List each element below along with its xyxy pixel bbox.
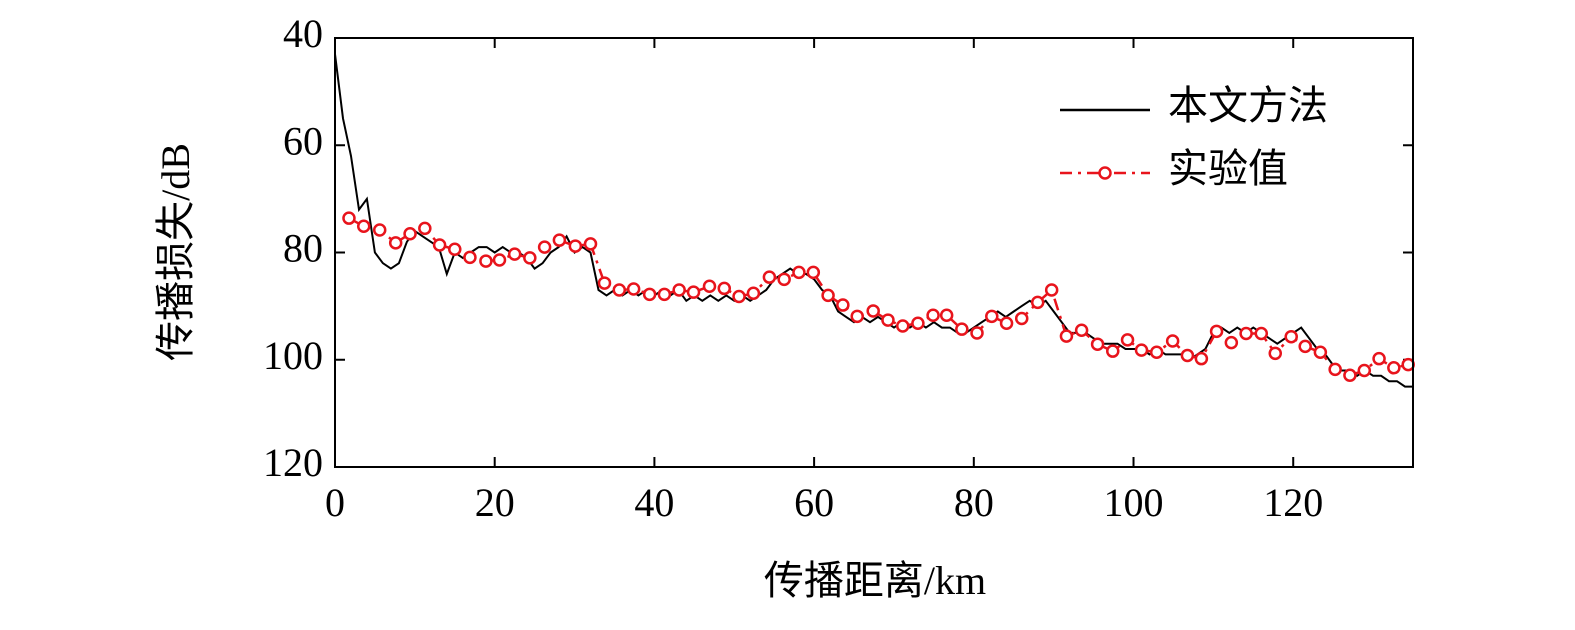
y-axis-label: 传播损失/dB	[153, 143, 198, 361]
data-point	[686, 285, 701, 299]
data-point	[657, 287, 672, 302]
data-point	[1120, 333, 1135, 347]
x-tick-label: 120	[1263, 480, 1323, 525]
x-axis-label: 传播距离/km	[764, 558, 986, 603]
data-point	[1014, 311, 1029, 326]
data-point	[1343, 368, 1357, 383]
data-point	[1030, 295, 1045, 310]
data-point	[1268, 346, 1283, 361]
data-point	[806, 265, 821, 280]
data-point	[597, 276, 612, 290]
data-point	[463, 250, 477, 265]
data-point	[537, 240, 552, 254]
data-point	[432, 238, 447, 252]
x-tick-label: 100	[1104, 480, 1164, 525]
data-point	[448, 242, 462, 257]
data-point	[1224, 335, 1239, 350]
x-tick-label: 20	[475, 480, 515, 525]
y-tick-label: 120	[263, 440, 323, 485]
data-point	[1239, 326, 1253, 341]
data-point	[881, 313, 895, 327]
data-point	[372, 223, 387, 237]
data-point	[1372, 351, 1386, 366]
data-point	[836, 298, 850, 312]
data-point	[777, 272, 791, 287]
data-point	[1357, 363, 1372, 378]
legend-marker	[1098, 166, 1112, 180]
y-tick-label: 80	[283, 226, 323, 271]
data-point	[1044, 283, 1059, 297]
data-point	[1059, 329, 1074, 343]
data-point	[955, 322, 969, 336]
data-point	[507, 247, 522, 261]
data-point	[1074, 323, 1089, 338]
data-point	[1090, 337, 1105, 351]
data-point	[732, 289, 746, 304]
data-point	[626, 282, 641, 296]
data-point	[926, 308, 940, 322]
x-tick-label: 80	[954, 480, 994, 525]
y-tick-label: 40	[283, 11, 323, 56]
data-point	[1254, 326, 1269, 341]
data-point	[568, 239, 583, 253]
x-tick-label: 0	[325, 480, 345, 525]
data-point	[970, 326, 984, 340]
data-point	[1194, 351, 1209, 366]
data-point	[717, 281, 732, 296]
data-point	[999, 316, 1014, 331]
x-tick-label: 40	[634, 480, 674, 525]
series-line	[348, 217, 1409, 377]
data-point	[523, 251, 537, 265]
data-point	[850, 309, 864, 324]
data-point	[403, 226, 417, 241]
data-point	[1165, 334, 1180, 348]
data-point	[1298, 339, 1312, 354]
plot-frame	[334, 37, 1414, 468]
y-tick-label: 60	[283, 118, 323, 163]
data-point	[866, 304, 880, 318]
data-point	[1387, 361, 1401, 375]
legend-label: 实验值	[1168, 146, 1288, 191]
data-point	[762, 270, 777, 284]
data-point	[895, 319, 910, 333]
x-tick-label: 60	[794, 480, 834, 525]
data-point	[911, 316, 925, 331]
data-point	[792, 265, 806, 280]
data-point	[821, 288, 835, 303]
y-tick-label: 100	[263, 333, 323, 378]
data-point	[342, 211, 356, 225]
data-point	[418, 221, 432, 236]
data-point	[985, 309, 999, 324]
data-point	[1209, 324, 1224, 339]
data-point	[1180, 348, 1195, 363]
data-point	[1149, 345, 1164, 359]
data-point	[672, 283, 686, 297]
data-point	[583, 237, 598, 251]
legend-label: 本文方法	[1168, 83, 1328, 128]
data-point	[642, 287, 657, 302]
data-point	[939, 308, 954, 322]
data-point	[1284, 329, 1298, 344]
data-point	[356, 219, 371, 233]
data-point	[388, 236, 403, 250]
data-point	[492, 253, 507, 267]
data-point	[479, 254, 493, 268]
data-point	[1328, 362, 1342, 377]
data-point	[1134, 343, 1149, 357]
data-point	[552, 233, 567, 247]
data-point	[1106, 344, 1120, 358]
data-point	[746, 286, 761, 301]
data-point	[612, 283, 627, 297]
data-point	[702, 279, 717, 294]
data-point	[1313, 345, 1328, 359]
